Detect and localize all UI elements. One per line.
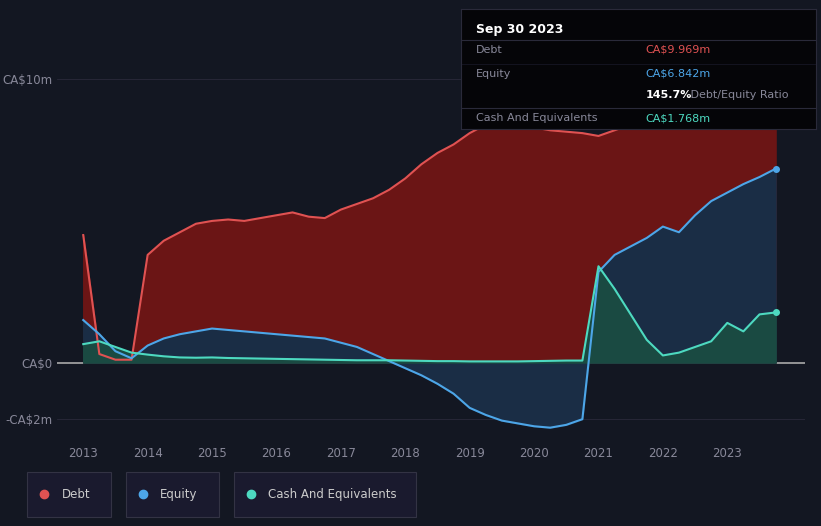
FancyBboxPatch shape [234, 472, 416, 517]
Text: Equity: Equity [160, 488, 198, 501]
Text: Debt: Debt [475, 45, 502, 55]
Text: Cash And Equivalents: Cash And Equivalents [268, 488, 397, 501]
Text: Sep 30 2023: Sep 30 2023 [475, 23, 563, 36]
Text: 145.7%: 145.7% [646, 90, 692, 100]
FancyBboxPatch shape [126, 472, 219, 517]
Text: CA$1.768m: CA$1.768m [646, 113, 711, 123]
Text: CA$9.969m: CA$9.969m [646, 45, 711, 55]
Text: Cash And Equivalents: Cash And Equivalents [475, 113, 597, 123]
FancyBboxPatch shape [27, 472, 111, 517]
Text: Debt: Debt [62, 488, 90, 501]
Text: CA$6.842m: CA$6.842m [646, 69, 711, 79]
Text: Debt/Equity Ratio: Debt/Equity Ratio [686, 90, 788, 100]
Text: Equity: Equity [475, 69, 511, 79]
